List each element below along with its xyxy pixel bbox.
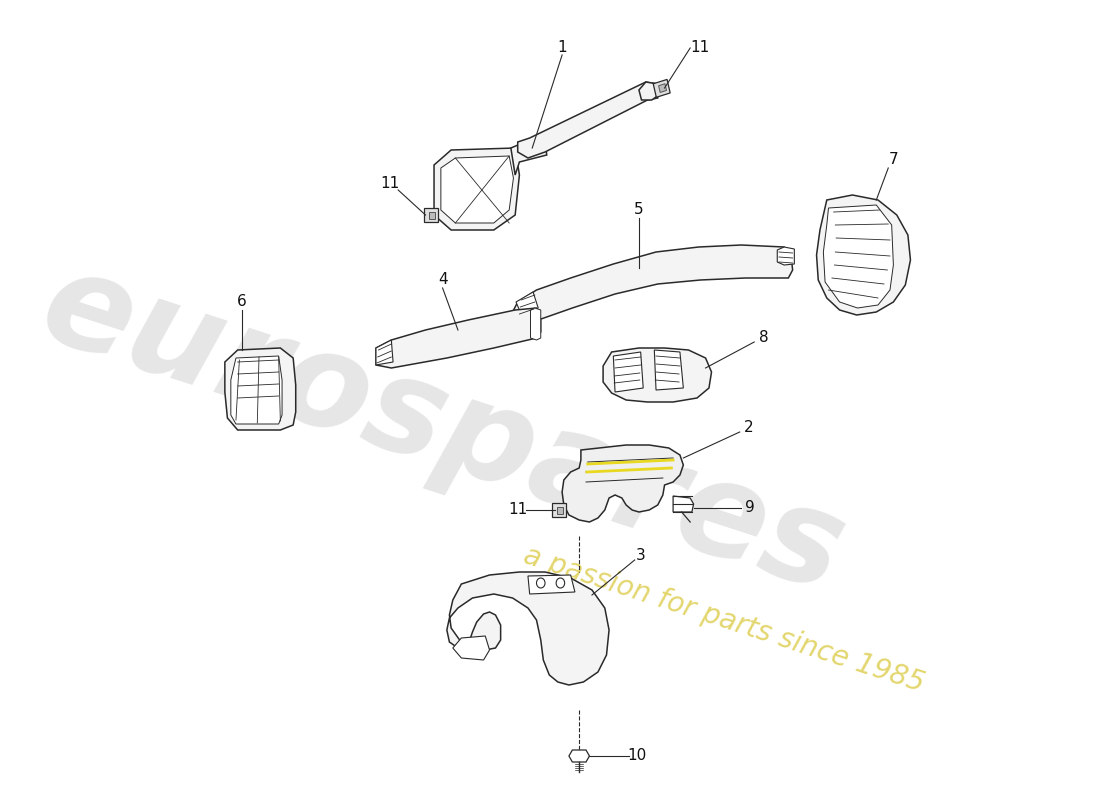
Text: a passion for parts since 1985: a passion for parts since 1985: [520, 542, 928, 698]
Text: 8: 8: [759, 330, 769, 346]
Polygon shape: [562, 445, 683, 522]
Text: 6: 6: [238, 294, 246, 310]
Polygon shape: [614, 352, 644, 392]
Text: 7: 7: [889, 153, 899, 167]
Polygon shape: [516, 292, 538, 318]
Polygon shape: [513, 245, 793, 328]
Polygon shape: [424, 208, 438, 222]
Text: 1: 1: [558, 41, 566, 55]
Text: 3: 3: [636, 547, 646, 562]
Text: eurospares: eurospares: [26, 241, 859, 619]
Polygon shape: [552, 503, 567, 517]
Polygon shape: [441, 156, 514, 223]
Polygon shape: [376, 308, 541, 368]
Polygon shape: [653, 79, 670, 98]
Polygon shape: [639, 82, 660, 100]
Polygon shape: [434, 148, 519, 230]
Text: 2: 2: [744, 421, 754, 435]
Text: 11: 11: [379, 175, 399, 190]
Text: 10: 10: [628, 749, 647, 763]
Polygon shape: [530, 308, 541, 340]
Polygon shape: [816, 195, 911, 315]
Text: 11: 11: [691, 41, 710, 55]
Polygon shape: [569, 750, 590, 762]
Polygon shape: [557, 506, 563, 514]
Polygon shape: [778, 247, 794, 265]
Polygon shape: [673, 496, 694, 512]
Text: 9: 9: [745, 501, 755, 515]
Polygon shape: [447, 572, 609, 685]
Polygon shape: [453, 636, 490, 660]
Text: 5: 5: [634, 202, 643, 218]
Polygon shape: [528, 575, 575, 594]
Polygon shape: [824, 205, 893, 308]
Circle shape: [557, 578, 564, 588]
Polygon shape: [654, 350, 683, 390]
Text: 4: 4: [438, 273, 448, 287]
Polygon shape: [510, 140, 547, 175]
Polygon shape: [518, 82, 658, 158]
Polygon shape: [659, 84, 667, 93]
Polygon shape: [376, 340, 393, 365]
Polygon shape: [231, 356, 282, 424]
Text: 11: 11: [508, 502, 527, 518]
Circle shape: [537, 578, 544, 588]
Polygon shape: [603, 348, 712, 402]
Polygon shape: [224, 348, 296, 430]
Polygon shape: [429, 211, 436, 218]
